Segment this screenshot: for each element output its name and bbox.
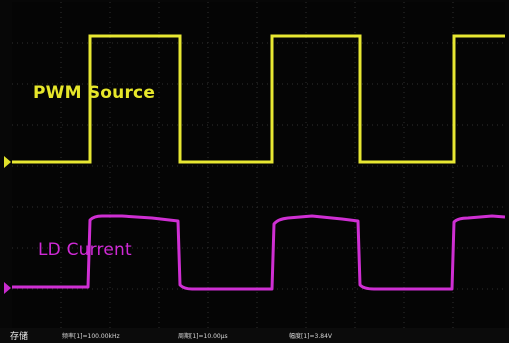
channel-2-marker-icon[interactable] bbox=[4, 282, 11, 294]
ld-current-trace bbox=[12, 214, 505, 291]
pwm-source-trace bbox=[12, 34, 505, 164]
ld-current-label: LD Current bbox=[38, 240, 132, 260]
grid bbox=[12, 2, 505, 328]
pwm-source-label: PWM Source bbox=[33, 83, 156, 103]
period-readout: 周期[1]=10.00μs bbox=[178, 333, 228, 340]
amplitude-readout: 幅度[1]=3.84V bbox=[289, 333, 332, 340]
measurement-status-bar: 存储 频率[1]=100.00kHz 周期[1]=10.00μs 幅度[1]=3… bbox=[0, 328, 509, 343]
save-button[interactable]: 存储 bbox=[10, 332, 29, 342]
frequency-readout: 频率[1]=100.00kHz bbox=[62, 333, 120, 340]
waveform-plot bbox=[12, 2, 505, 328]
channel-1-marker-icon[interactable] bbox=[4, 156, 11, 168]
waveform-screen: PWM Source LD Current bbox=[12, 2, 505, 328]
